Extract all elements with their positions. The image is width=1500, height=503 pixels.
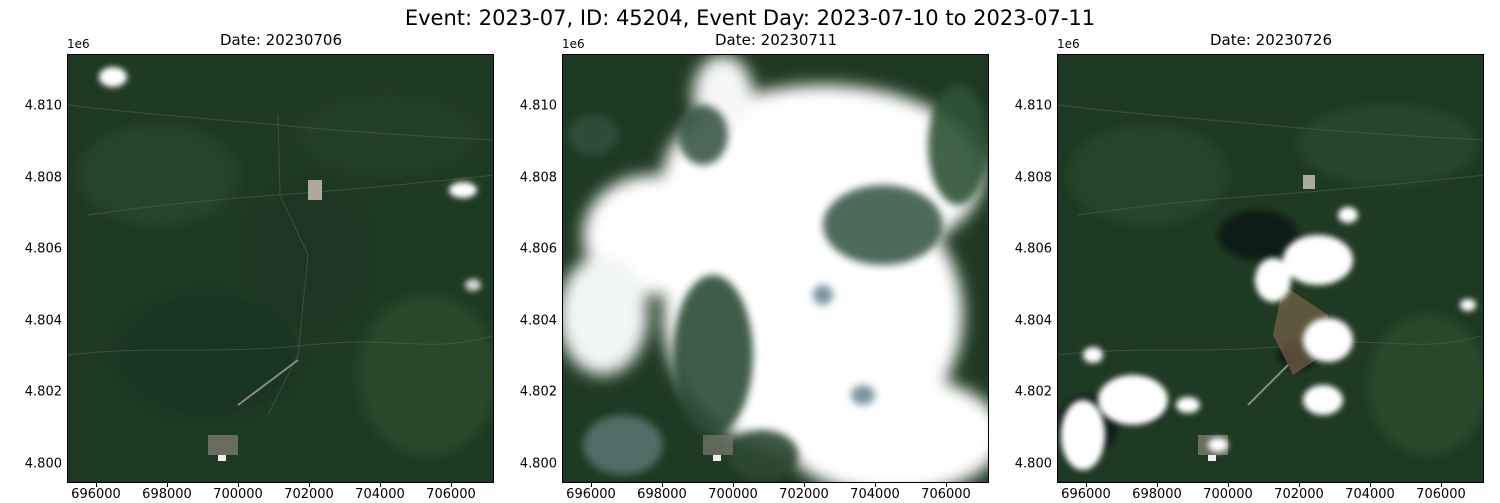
y-tick-label: 4.808 (1014, 170, 1052, 186)
x-tick-label: 700000 (213, 487, 263, 502)
x-tick-label: 702000 (779, 487, 829, 502)
y-tick-label: 4.802 (1014, 384, 1052, 400)
y-tick-label: 4.810 (1014, 98, 1052, 114)
satellite-image-3 (1057, 54, 1484, 483)
panel-3-title: Date: 20230726 (1209, 31, 1333, 49)
y-tick-label: 4.802 (519, 384, 557, 400)
y-tick-label: 4.806 (1014, 241, 1052, 257)
panel-1-title: Date: 20230706 (219, 31, 343, 49)
x-tick-label: 696000 (1061, 487, 1111, 502)
y-tick-label: 4.808 (24, 170, 62, 186)
y-offset-text: 1e6 (562, 37, 585, 51)
y-tick-label: 4.804 (1014, 313, 1052, 329)
satellite-image-2 (562, 54, 989, 483)
y-offset-text: 1e6 (1057, 37, 1080, 51)
y-tick-label: 4.802 (24, 384, 62, 400)
x-tick-label: 698000 (1132, 487, 1182, 502)
x-axis-ticks: 696000 698000 700000 702000 704000 70600… (1057, 483, 1484, 503)
x-tick-label: 706000 (921, 487, 971, 502)
y-tick-label: 4.806 (24, 241, 62, 257)
panel-2-title: Date: 20230711 (714, 31, 838, 49)
figure-suptitle: Event: 2023-07, ID: 45204, Event Day: 20… (404, 6, 1096, 30)
y-offset-text: 1e6 (67, 37, 90, 51)
x-tick-label: 696000 (71, 487, 121, 502)
x-axis-ticks: 696000 698000 700000 702000 704000 70600… (67, 483, 494, 503)
panel-1: Date: 20230706 1e6 4.810 4.808 4.806 4.8… (0, 0, 494, 502)
x-tick-label: 704000 (355, 487, 405, 502)
x-tick-label: 702000 (284, 487, 334, 502)
y-axis-ticks: 4.810 4.808 4.806 4.804 4.802 4.800 (0, 54, 62, 483)
x-tick-label: 700000 (708, 487, 758, 502)
y-tick-label: 4.806 (519, 241, 557, 257)
y-tick-label: 4.800 (1014, 456, 1052, 472)
x-tick-label: 700000 (1203, 487, 1253, 502)
y-tick-label: 4.804 (24, 313, 62, 329)
y-tick-label: 4.808 (519, 170, 557, 186)
panel-3: Date: 20230726 1e6 4.810 4.808 4.806 4.8… (990, 0, 1484, 502)
satellite-image-1 (67, 54, 494, 483)
x-tick-label: 702000 (1274, 487, 1324, 502)
x-tick-label: 696000 (566, 487, 616, 502)
x-tick-label: 706000 (1416, 487, 1466, 502)
y-axis-ticks: 4.810 4.808 4.806 4.804 4.802 4.800 (495, 54, 557, 483)
y-axis-ticks: 4.810 4.808 4.806 4.804 4.802 4.800 (990, 54, 1052, 483)
y-tick-label: 4.800 (24, 456, 62, 472)
y-tick-label: 4.810 (519, 98, 557, 114)
panel-2: Date: 20230711 1e6 4.810 4.808 4.806 4.8… (495, 0, 989, 502)
x-tick-label: 704000 (850, 487, 900, 502)
x-axis-ticks: 696000 698000 700000 702000 704000 70600… (562, 483, 989, 503)
x-tick-label: 698000 (142, 487, 192, 502)
y-tick-label: 4.810 (24, 98, 62, 114)
y-tick-label: 4.804 (519, 313, 557, 329)
x-tick-label: 706000 (426, 487, 476, 502)
x-tick-label: 704000 (1345, 487, 1395, 502)
y-tick-label: 4.800 (519, 456, 557, 472)
x-tick-label: 698000 (637, 487, 687, 502)
